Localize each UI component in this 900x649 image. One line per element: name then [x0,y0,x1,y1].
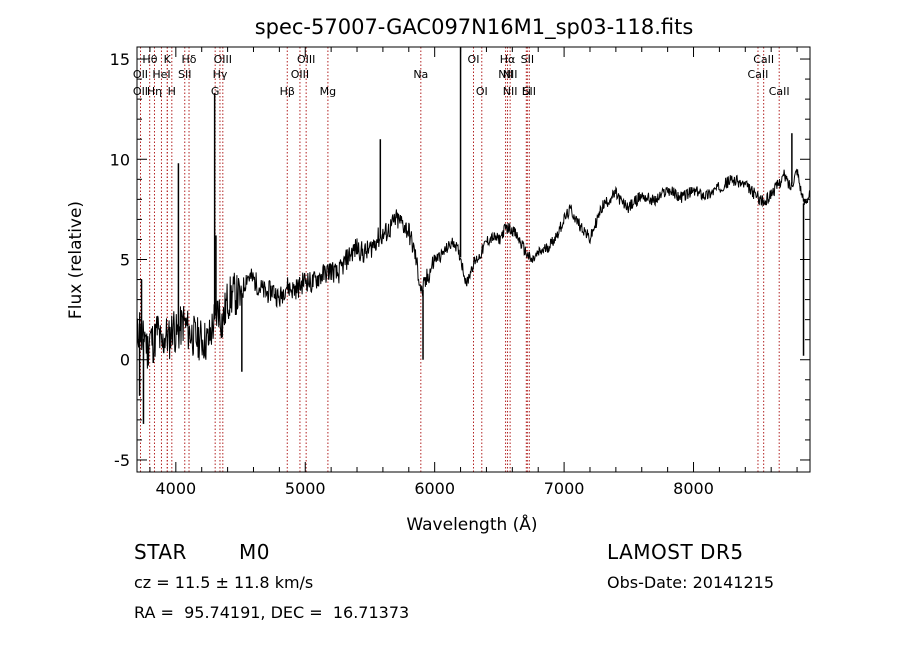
line-label: SII [523,85,536,98]
x-axis-label: Wavelength (Å) [406,513,537,535]
line-label: Hγ [213,68,228,81]
x-tick-label: 4000 [155,479,196,498]
line-label: G [211,85,220,98]
line-label: Hβ [280,85,295,98]
line-label: OI [476,85,488,98]
line-label: NII [498,68,513,81]
line-label: Na [413,68,428,81]
line-label: Hη [147,85,162,98]
observation-date: Obs-Date: 20141215 [607,573,775,592]
y-tick-label: -5 [114,451,130,470]
line-label: OIII [291,68,309,81]
line-label: OIII [214,53,232,66]
redshift-value: cz = 11.5 ± 11.8 km/s [134,573,314,592]
line-label: OI [468,53,480,66]
line-label: Hδ [182,53,197,66]
line-label: CaII [753,53,774,66]
line-label: CaII [769,85,790,98]
spectrum-series [136,47,811,424]
line-label: CaII [748,68,769,81]
line-label: SII [521,53,534,66]
coordinates: RA = 95.74191, DEC = 16.71373 [134,603,410,622]
x-tick-label: 8000 [673,479,714,498]
line-label: OII [133,85,148,98]
survey-name: LAMOST DR5 [607,540,744,564]
y-tick-label: 0 [120,351,130,370]
chart-title: spec-57007-GAC097N16M1_sp03-118.fits [255,15,694,40]
line-label: OIII [297,53,315,66]
line-label: Hα [500,53,516,66]
x-tick-label: 5000 [285,479,326,498]
line-label: HeI [152,68,170,81]
line-label: Mg [320,85,336,98]
line-label: NII [503,68,518,81]
line-label: NII [503,85,518,98]
line-label: Li [522,85,531,98]
object-class: STAR [134,540,187,564]
spectrum-line [136,168,811,369]
y-tick-label: 10 [110,150,130,169]
y-tick-label: 5 [120,251,130,270]
y-tick-label: 15 [110,50,130,69]
spectral-line-markers [139,47,780,472]
object-subclass: M0 [239,540,270,564]
plot-axes: 4000 5000 6000 7000 8000 -5 0 5 10 15 [110,46,811,498]
x-tick-label: 7000 [544,479,585,498]
x-tick-label: 6000 [414,479,455,498]
line-label: SII [178,68,191,81]
line-label: Hθ [142,53,157,66]
y-axis-label: Flux (relative) [66,201,86,319]
line-label: K [164,53,172,66]
spectral-line-labels: Hθ K Hδ OIII OIII OI Hα SII CaII OII HeI SII Hγ OIII N… [133,53,790,98]
line-label: H [168,85,176,98]
